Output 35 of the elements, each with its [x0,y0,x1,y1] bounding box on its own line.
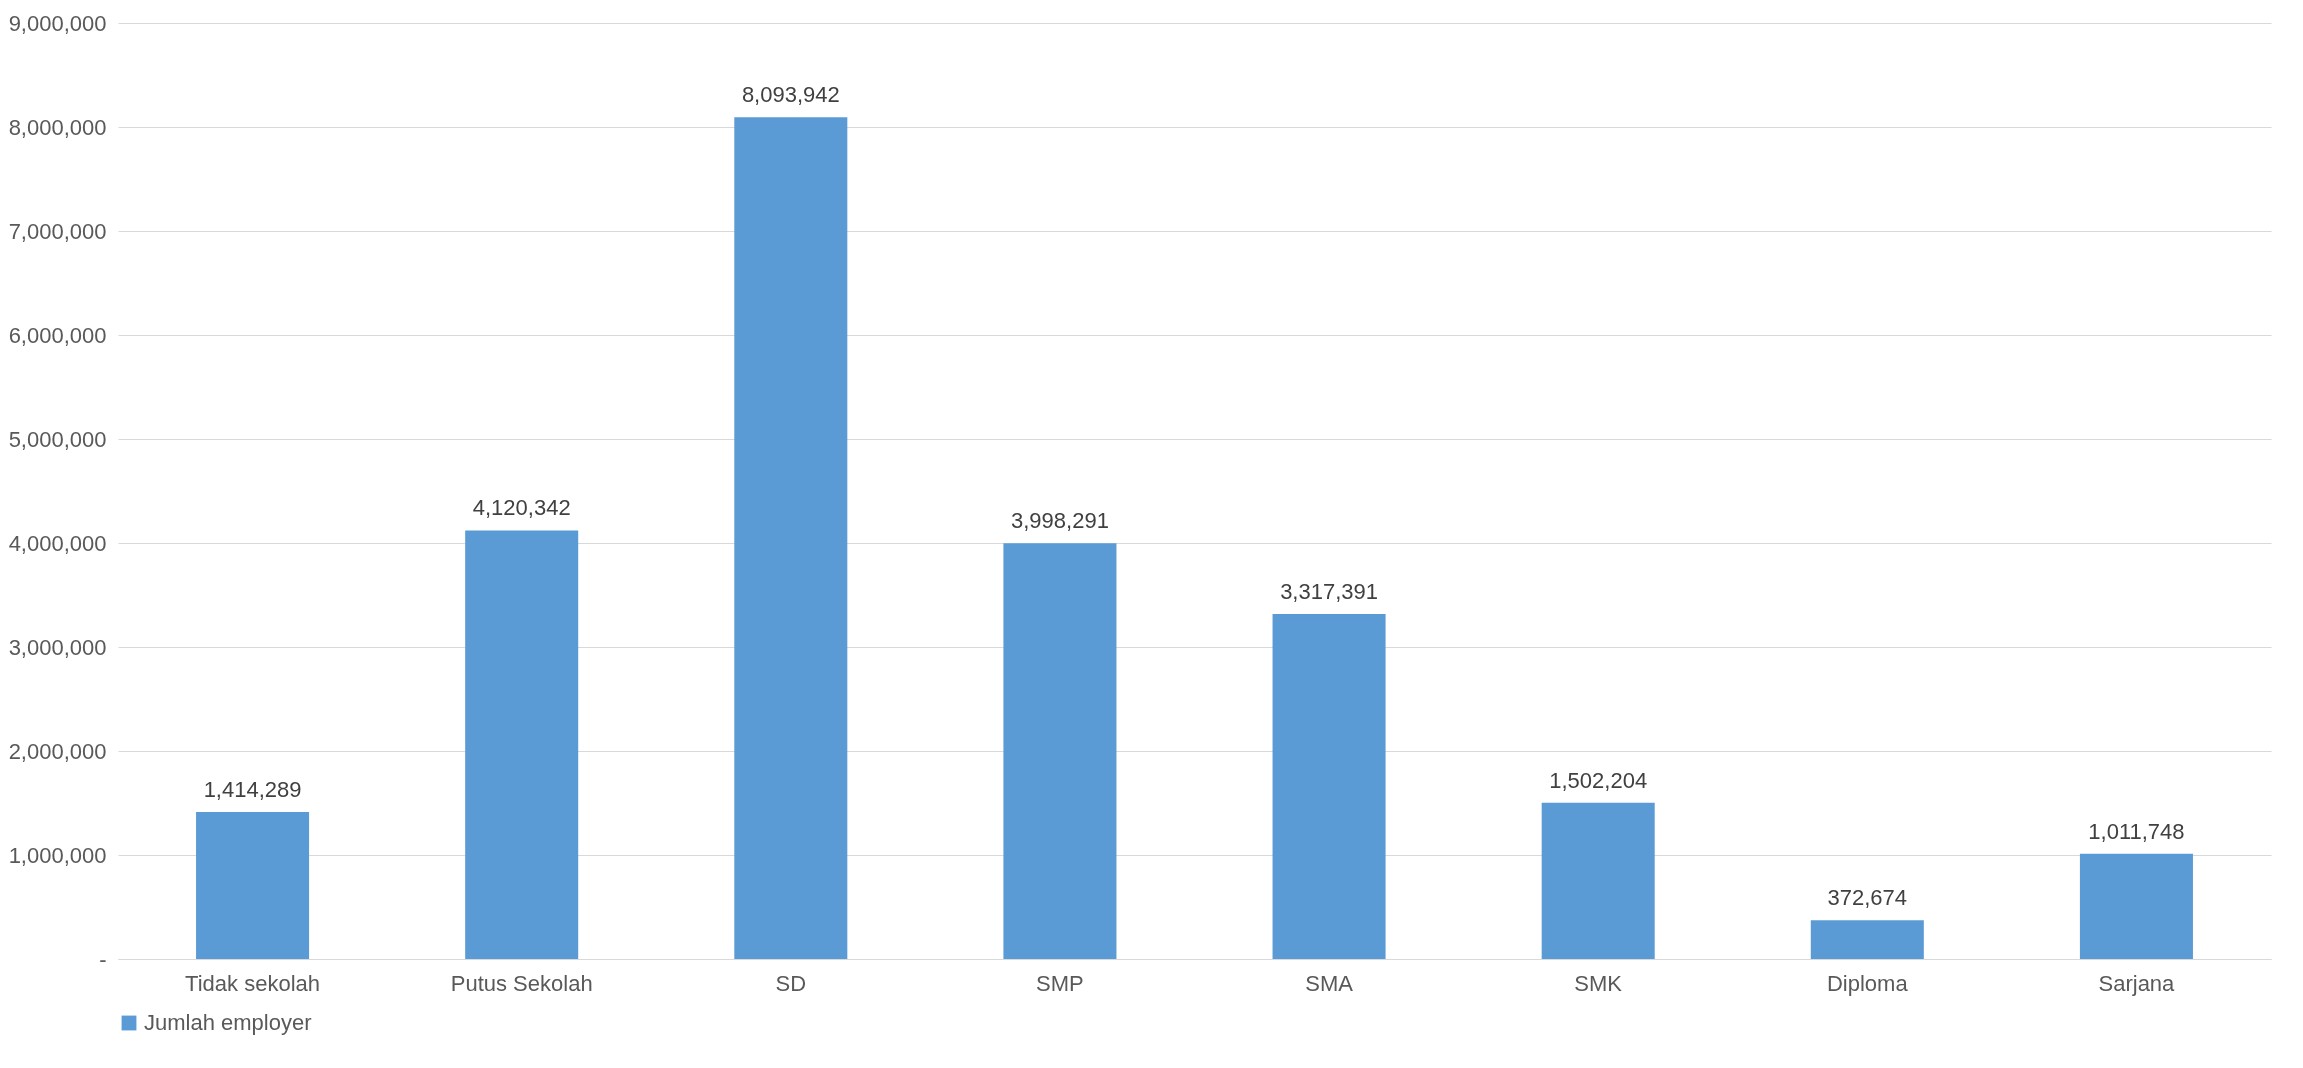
x-tick-label: Tidak sekolah [185,970,321,996]
bar [1810,920,1924,959]
y-tick-label: - [99,946,107,972]
data-label: 372,674 [1827,885,1908,911]
y-tick-label: 2,000,000 [8,738,107,764]
x-tick-label: SMP [1036,970,1084,996]
x-tick-label: SMK [1574,970,1623,996]
bar [1541,802,1655,959]
x-tick-label: Putus Sekolah [450,970,593,996]
bar [2079,853,2193,959]
x-tick-label: SD [775,970,807,996]
bar [734,117,848,959]
y-tick-label: 6,000,000 [8,322,107,348]
data-label: 1,414,289 [203,776,302,802]
x-tick-label: Sarjana [2098,970,2176,996]
data-label: 1,011,748 [2088,818,2185,844]
y-tick-label: 5,000,000 [8,426,107,452]
y-tick-label: 3,000,000 [8,634,107,660]
y-tick-label: 9,000,000 [8,10,107,36]
x-tick-label: SMA [1305,970,1354,996]
data-label: 3,998,291 [1011,508,1109,534]
y-tick-label: 4,000,000 [8,530,107,556]
data-label: 4,120,342 [472,495,571,521]
bar [1003,543,1117,959]
y-tick-label: 1,000,000 [8,842,107,868]
legend-label: Jumlah employer [144,1010,312,1035]
data-label: 1,502,204 [1549,767,1648,793]
data-label: 8,093,942 [741,82,840,108]
y-tick-label: 7,000,000 [8,218,107,244]
bar [1272,613,1386,959]
bar [465,530,579,959]
y-tick-label: 8,000,000 [8,114,107,140]
bar [196,811,310,959]
x-tick-label: Diploma [1826,970,1909,996]
data-label: 3,317,391 [1280,578,1378,604]
